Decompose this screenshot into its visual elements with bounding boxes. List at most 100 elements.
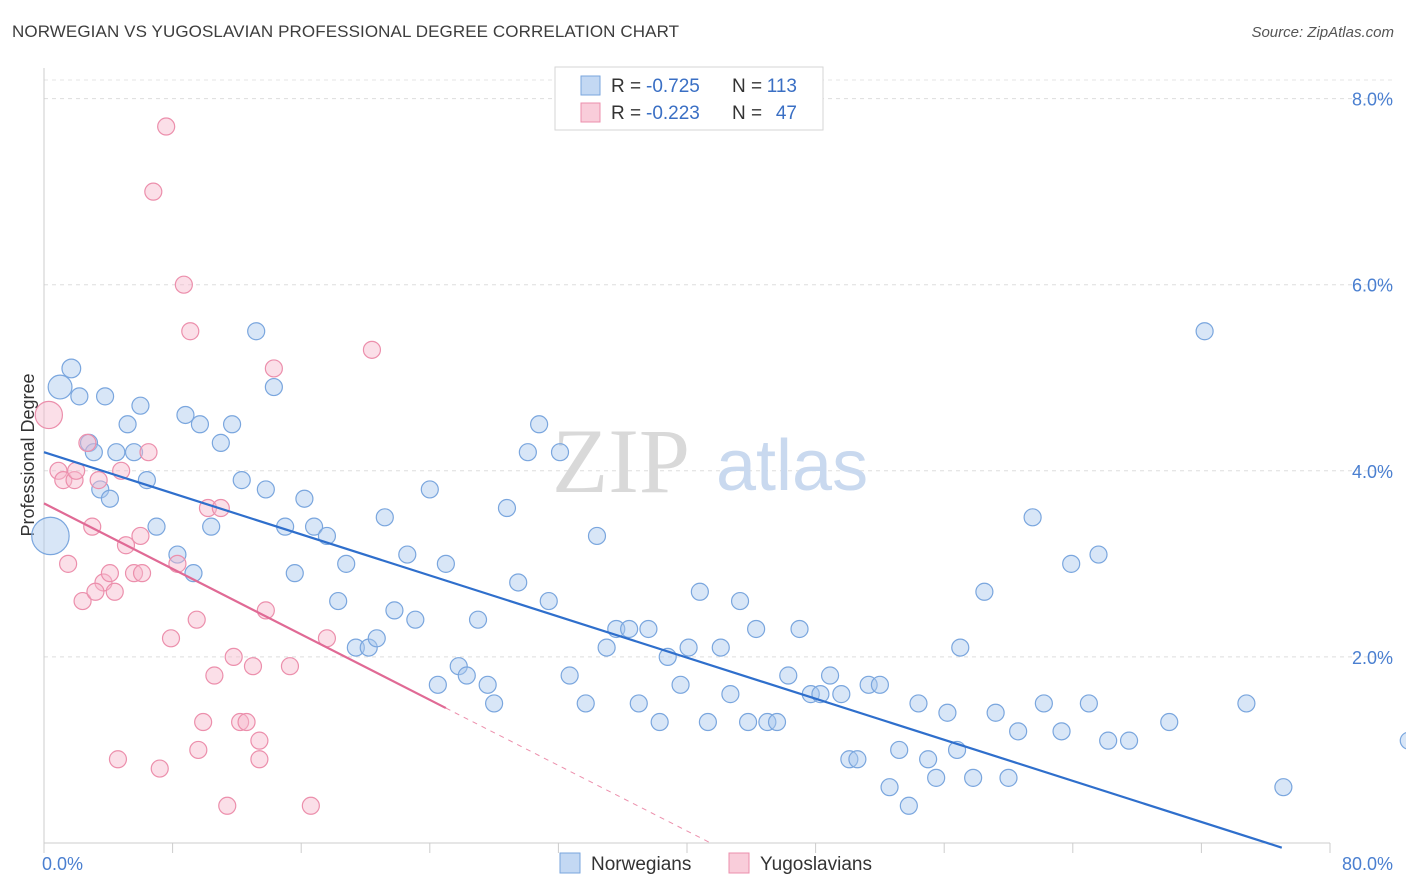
- norwegians-point-67: [698, 712, 717, 732]
- yugoslavians-point-16: [139, 443, 158, 462]
- norwegians-point-96: [986, 703, 1005, 722]
- norwegians-point-41: [428, 675, 447, 694]
- norwegians-point-55: [576, 694, 595, 713]
- yugoslavians-point-21: [168, 554, 187, 573]
- norwegians-point-107: [1160, 712, 1179, 732]
- norwegians-point-56: [587, 526, 607, 546]
- yugoslavians-point-8: [89, 471, 108, 490]
- norwegians-point-27: [285, 564, 304, 583]
- norwegians-point-39: [406, 610, 425, 629]
- norwegians-point-33: [346, 638, 365, 657]
- norwegians-point-38: [398, 545, 417, 564]
- norwegians-point-95: [975, 582, 994, 601]
- x-tick-labels: 0.0% 80.0%: [42, 854, 1393, 874]
- norwegians-point-87: [899, 796, 918, 815]
- norwegians-point-47: [485, 694, 504, 713]
- legend-n-value-1: 47: [776, 103, 797, 124]
- norwegians-point-90: [927, 768, 946, 787]
- norwegians-point-15: [168, 545, 187, 564]
- yugoslavians-point-1: [49, 461, 68, 480]
- series-norwegians: [31, 322, 1406, 815]
- yugoslavians-point-27: [205, 666, 224, 685]
- norwegians-point-79: [820, 666, 840, 685]
- norwegians-point-46: [478, 675, 497, 694]
- norwegians-point-66: [690, 582, 709, 601]
- yugoslavians-point-11: [105, 582, 124, 601]
- yugoslavians-point-18: [150, 759, 169, 778]
- yugoslavians-point-0: [34, 400, 64, 430]
- norwegians-point-80: [832, 685, 851, 704]
- yugoslavians-point-22: [174, 275, 193, 294]
- x-ticks: [43, 843, 1331, 853]
- y-tick-label-2: 6.0%: [1352, 276, 1393, 296]
- norwegians-point-70: [730, 591, 750, 611]
- legend-item-yugoslavians-swatch: [728, 852, 750, 874]
- yugoslavians-point-37: [280, 657, 300, 676]
- norwegians-point-93: [951, 638, 970, 657]
- norwegians-point-40: [420, 480, 439, 499]
- yugoslavians-point-45: [108, 750, 128, 769]
- norwegians-point-102: [1062, 554, 1081, 573]
- y-tick-label-3: 8.0%: [1352, 90, 1393, 110]
- norwegians-point-57: [597, 638, 616, 657]
- gridlines: [44, 79, 1392, 658]
- norwegians-point-35: [367, 629, 386, 648]
- norwegians-point-71: [738, 712, 758, 732]
- norwegians-point-31: [329, 591, 348, 611]
- norwegians-point-8: [100, 489, 120, 508]
- norwegians-point-91: [938, 703, 957, 722]
- legend-n-value-0: 113: [767, 76, 797, 97]
- norwegians-point-9: [107, 443, 126, 462]
- yugoslavians-point-34: [250, 731, 269, 750]
- norwegians-point-88: [909, 694, 928, 713]
- norwegians-point-72: [747, 619, 766, 639]
- norwegians-point-0: [31, 516, 70, 556]
- yugoslavians-point-38: [301, 796, 320, 815]
- norwegians-point-18: [190, 415, 210, 434]
- norwegians-point-97: [999, 768, 1018, 787]
- watermark-atlas: atlas: [716, 426, 868, 506]
- legend-r-value-0: -0.725: [646, 76, 700, 97]
- norwegians-point-108: [1195, 322, 1214, 341]
- norwegians-point-1: [47, 374, 73, 400]
- yugoslavians-point-36: [264, 359, 283, 378]
- norwegians-point-110: [1274, 778, 1293, 797]
- yugoslavians-trend-extension: [445, 707, 711, 844]
- yugoslavians-trend-line: [43, 502, 447, 710]
- norwegians-point-84: [870, 675, 890, 694]
- norwegians-point-53: [550, 443, 570, 462]
- norwegians-point-104: [1089, 545, 1108, 564]
- norwegians-point-82: [848, 750, 867, 769]
- norwegians-point-6: [91, 480, 110, 499]
- norwegians-point-109: [1237, 694, 1256, 713]
- norwegians-point-3: [70, 387, 89, 406]
- legend-n-label-1: N =: [732, 103, 762, 124]
- yugoslavians-point-7: [83, 517, 102, 536]
- norwegians-point-12: [131, 396, 150, 415]
- yugoslavians-point-43: [131, 526, 150, 546]
- norwegians-point-19: [202, 517, 221, 536]
- series-legend: Norwegians Yugoslavians: [559, 852, 872, 875]
- norwegians-point-14: [147, 517, 166, 536]
- norwegians-point-21: [222, 415, 242, 434]
- norwegians-point-106: [1119, 731, 1139, 750]
- norwegians-point-111: [1399, 731, 1406, 750]
- norwegians-point-73: [758, 712, 777, 732]
- x-tick-label-max: 80.0%: [1342, 854, 1393, 874]
- norwegians-point-100: [1034, 694, 1053, 713]
- yugoslavians-point-42: [86, 582, 105, 601]
- yugoslavians-point-5: [73, 591, 92, 611]
- norwegians-point-105: [1099, 731, 1118, 750]
- yugoslavians-point-23: [181, 322, 200, 341]
- norwegians-point-32: [337, 554, 356, 573]
- norwegians-point-98: [1009, 722, 1028, 741]
- norwegians-point-49: [509, 573, 528, 592]
- legend-r-value-1: -0.223: [646, 103, 700, 124]
- yugoslavians-point-30: [224, 647, 243, 667]
- norwegians-point-61: [639, 619, 658, 639]
- yugoslavians-point-6: [78, 433, 97, 452]
- watermark-zip: ZIP: [552, 410, 690, 512]
- y-tick-labels: 2.0% 4.0% 6.0% 8.0%: [1352, 90, 1393, 668]
- yugoslavians-point-29: [218, 796, 237, 815]
